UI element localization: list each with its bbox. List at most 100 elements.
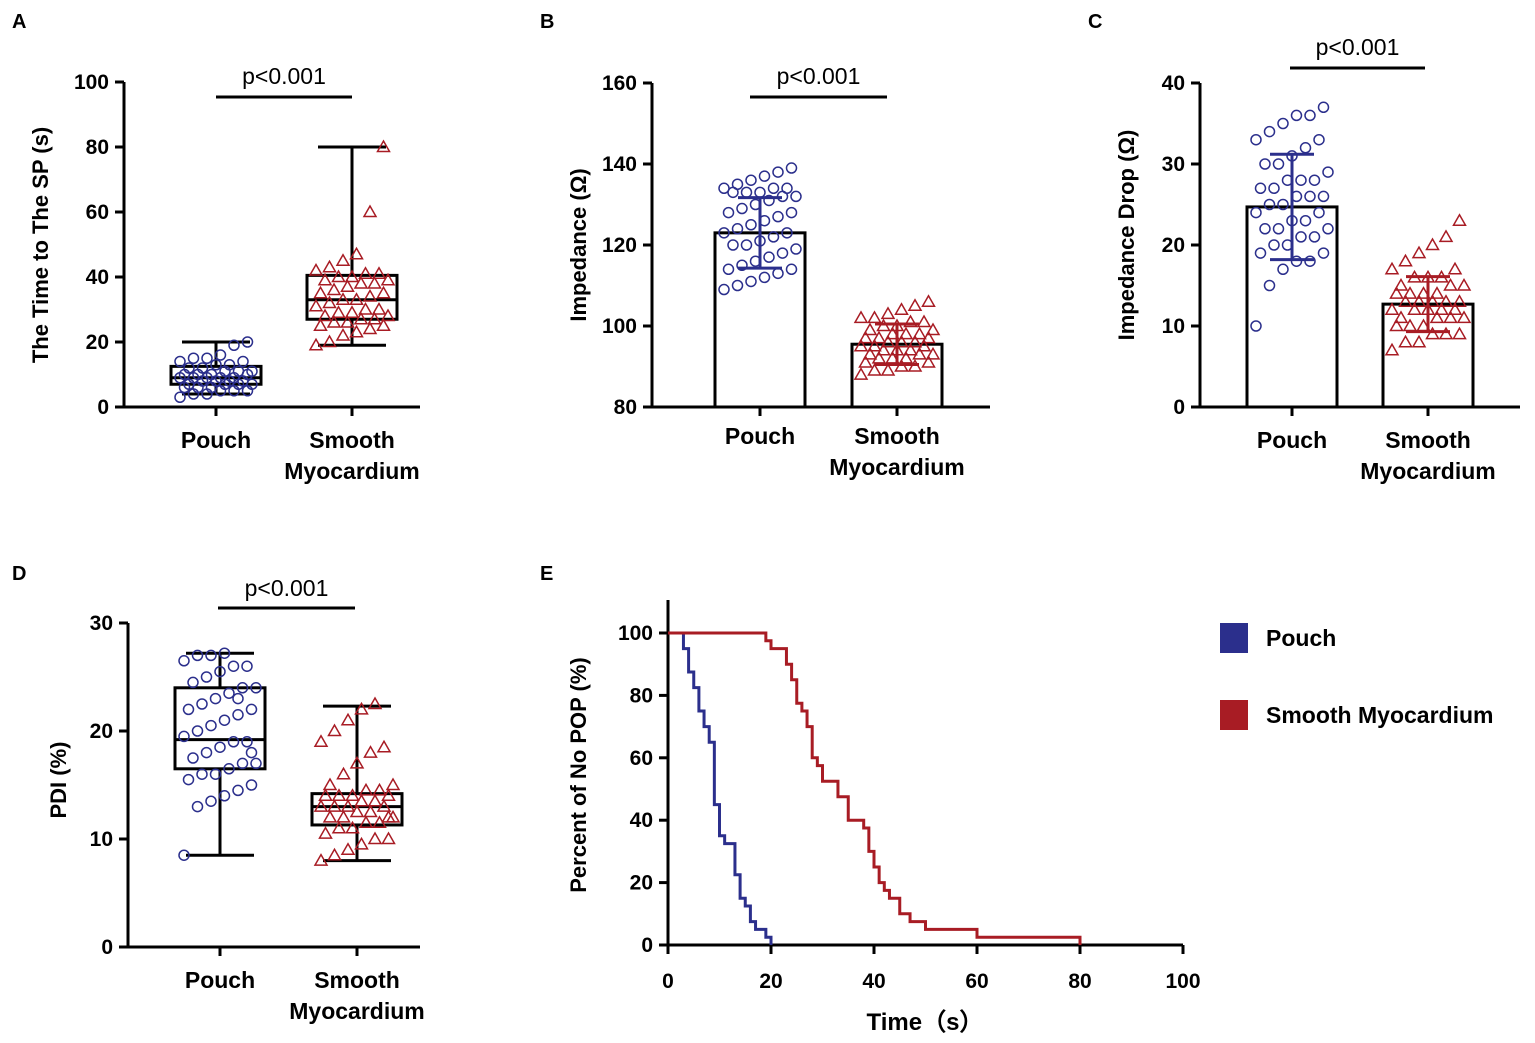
data-point-circle: [1277, 263, 1289, 276]
data-point-triangle: [1393, 277, 1409, 291]
data-point-triangle: [362, 288, 378, 302]
data-point-circle: [214, 741, 226, 753]
data-point-circle: [1254, 247, 1267, 259]
data-point-triangle: [358, 301, 373, 315]
data-point-triangle: [921, 354, 936, 368]
data-point-triangle: [322, 809, 338, 823]
legend-swatch: [1220, 623, 1248, 653]
data-point-circle: [767, 182, 780, 195]
y-tick-label: 100: [618, 622, 653, 645]
panel-label: B: [540, 11, 554, 33]
y-tick-label: 30: [90, 612, 113, 635]
data-point-circle: [1277, 117, 1289, 130]
data-point-triangle: [313, 734, 329, 748]
data-point-circle: [736, 202, 748, 215]
x-tick-label: 80: [1068, 970, 1091, 993]
category-line: Smooth: [314, 967, 400, 993]
data-point-triangle: [907, 334, 923, 348]
y-tick-label: 40: [86, 266, 109, 289]
data-point-circle: [241, 336, 254, 348]
data-point-circle: [196, 698, 208, 710]
x-axis-label: Time（s）: [867, 1009, 984, 1036]
category-line: Smooth: [309, 427, 395, 453]
data-point-circle: [200, 746, 213, 759]
category-line: Myocardium: [829, 454, 964, 480]
data-point-triangle: [313, 285, 328, 299]
data-point-circle: [218, 790, 231, 802]
legend-swatch: [1220, 700, 1248, 730]
data-point-triangle: [862, 346, 878, 360]
data-point-circle: [250, 682, 262, 694]
box-iqr: [305, 273, 399, 321]
data-point-circle: [232, 709, 244, 721]
data-point-circle: [763, 251, 775, 263]
category-line: Smooth: [1385, 427, 1471, 453]
data-point-circle: [1268, 182, 1280, 195]
data-point-triangle: [867, 310, 882, 324]
p-value-label: p<0.001: [242, 63, 326, 89]
data-point-circle: [1277, 198, 1289, 211]
data-point-circle: [1272, 158, 1285, 170]
data-point-circle: [227, 736, 240, 748]
data-point-circle: [1304, 190, 1316, 203]
data-point-triangle: [1443, 310, 1458, 324]
data-point-circle: [1295, 174, 1307, 186]
data-point-circle: [205, 368, 218, 381]
category-line: Pouch: [181, 427, 251, 453]
data-point-circle: [205, 795, 217, 807]
x-category-label: Smooth Myocardium: [1360, 427, 1495, 484]
y-tick-label: 40: [1162, 72, 1185, 95]
data-point-triangle: [1389, 318, 1404, 332]
data-point-triangle: [1425, 326, 1440, 340]
data-point-triangle: [880, 306, 896, 320]
data-point-circle: [1290, 255, 1303, 267]
x-tick-label: 0: [662, 970, 674, 993]
data-point-circle: [241, 736, 253, 748]
data-point-circle: [1268, 239, 1280, 251]
data-point-circle: [1290, 109, 1303, 122]
data-point-circle: [232, 365, 245, 377]
data-point-circle: [1308, 174, 1321, 186]
data-point-circle: [232, 784, 244, 797]
data-point-circle: [731, 178, 744, 190]
data-point-circle: [767, 231, 780, 243]
y-axis-label: Impedance Drop (Ω): [1114, 130, 1139, 341]
data-point-triangle: [1443, 277, 1458, 291]
data-point-circle: [182, 773, 195, 786]
data-point-circle: [781, 227, 793, 239]
data-point-triangle: [898, 350, 914, 364]
data-point-circle: [785, 162, 798, 174]
data-point-circle: [237, 355, 249, 368]
data-point-triangle: [322, 777, 338, 791]
data-point-circle: [209, 692, 222, 705]
data-point-triangle: [867, 338, 882, 352]
data-point-circle: [745, 174, 757, 186]
data-point-triangle: [858, 354, 873, 368]
box-iqr: [173, 686, 267, 771]
data-point-triangle: [903, 314, 918, 328]
data-point-triangle: [349, 324, 364, 338]
category-line: Pouch: [1257, 427, 1327, 453]
data-point-triangle: [353, 311, 369, 325]
data-point-circle: [745, 275, 757, 288]
data-point-triangle: [331, 788, 347, 802]
data-point-circle: [196, 362, 209, 374]
data-point-triangle: [322, 295, 337, 309]
y-tick-label: 80: [614, 396, 637, 419]
data-point-circle: [178, 730, 190, 743]
panel-label: D: [12, 563, 26, 585]
data-point-circle: [790, 190, 802, 203]
x-category-label: Pouch: [1257, 427, 1327, 453]
data-point-triangle: [381, 809, 396, 823]
data-point-triangle: [345, 788, 360, 802]
data-point-triangle: [349, 755, 365, 769]
category-line: Smooth: [854, 423, 940, 449]
data-point-circle: [236, 757, 249, 770]
data-point-circle: [785, 263, 798, 276]
data-point-triangle: [318, 788, 333, 802]
data-point-triangle: [880, 363, 896, 376]
y-axis-label: Impedance (Ω): [566, 168, 591, 321]
data-point-triangle: [871, 330, 887, 344]
data-point-triangle: [371, 301, 387, 315]
